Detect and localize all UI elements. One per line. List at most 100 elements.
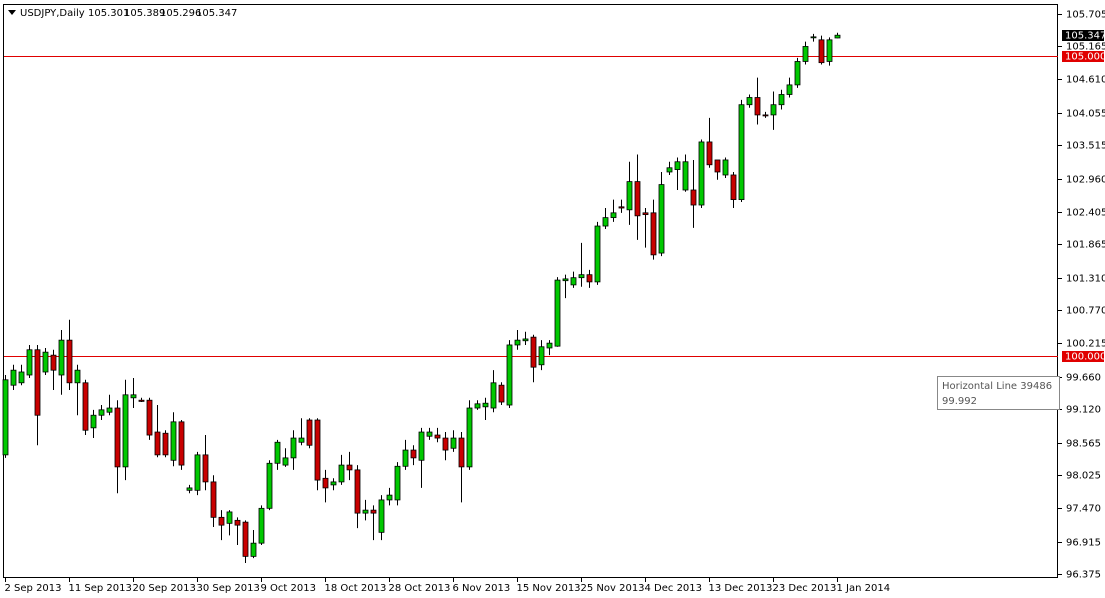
candle-body	[626, 181, 633, 211]
candle-body	[698, 141, 705, 206]
x-tick-label: 1 Jan 2014	[837, 583, 891, 594]
candle-body	[2, 379, 9, 456]
candle-body	[258, 507, 265, 544]
candle-body	[618, 206, 625, 209]
y-tick-label: 99.660	[1066, 373, 1101, 384]
menu-arrow[interactable]	[8, 10, 16, 15]
candle-body	[538, 346, 545, 366]
candle-body	[330, 481, 337, 486]
y-tick-label: 102.960	[1066, 175, 1105, 186]
tooltip-value: 99.992	[942, 396, 977, 407]
y-tick-label: 98.565	[1066, 439, 1101, 450]
price-label-box	[1062, 51, 1104, 62]
header-low: 105.296	[160, 8, 201, 19]
candle-body	[266, 462, 273, 509]
x-tick-label: 23 Dec 2013	[773, 583, 837, 594]
candle-body	[530, 336, 537, 368]
x-tick-label: 18 Oct 2013	[325, 583, 387, 594]
tooltip-box	[937, 376, 1060, 410]
tooltip-title: Horizontal Line 39486	[942, 381, 1052, 392]
candle-body	[434, 434, 441, 439]
candle-body	[146, 399, 153, 436]
candle-body	[314, 419, 321, 481]
candle-body	[834, 34, 841, 39]
candle-body	[322, 477, 329, 489]
candle-body	[58, 339, 65, 376]
candle-body	[122, 394, 129, 468]
candle-body	[690, 189, 697, 206]
candle-body	[810, 36, 817, 39]
candle-body	[170, 421, 177, 461]
y-tick-label: 104.055	[1066, 109, 1105, 120]
candle-body	[786, 84, 793, 95]
candle-body	[562, 278, 569, 282]
candle-body	[162, 432, 169, 456]
candle-body	[386, 494, 393, 501]
candle-body	[602, 217, 609, 227]
tooltip: Horizontal Line 39486 99.992	[937, 376, 1060, 410]
candle-body	[490, 382, 497, 409]
candle-body	[578, 274, 585, 279]
x-tick-label: 13 Dec 2013	[709, 583, 773, 594]
price-label: 105.000	[1065, 52, 1105, 63]
candle-body	[442, 437, 449, 451]
candle-body	[722, 159, 729, 176]
y-tick-label: 99.120	[1066, 405, 1101, 416]
candle-body	[290, 437, 297, 459]
candle-body	[402, 449, 409, 467]
candle-body	[10, 369, 17, 386]
symbol-label: USDJPY,Daily	[20, 8, 85, 19]
x-tick-label: 25 Nov 2013	[581, 583, 645, 594]
candle-body	[674, 161, 681, 170]
candle-body	[762, 114, 769, 117]
y-tick-label: 100.215	[1066, 339, 1105, 350]
current-price-label: 105.347	[1065, 31, 1105, 42]
candle-body	[226, 511, 233, 524]
candle-body	[818, 39, 825, 64]
candle-body	[306, 419, 313, 446]
y-tick-label: 105.165	[1066, 42, 1105, 53]
candle-body	[554, 279, 561, 347]
candle-body	[218, 516, 225, 526]
candle-body	[658, 184, 665, 254]
candle-body	[466, 407, 473, 468]
candle-body	[514, 339, 521, 346]
candle-body	[338, 464, 345, 483]
candle-body	[130, 394, 137, 399]
candle-body	[18, 371, 25, 384]
candle-body	[394, 465, 401, 501]
candle-body	[74, 369, 81, 384]
candle-body	[234, 519, 241, 526]
x-tick-label: 11 Sep 2013	[69, 583, 132, 594]
y-tick-label: 101.310	[1066, 274, 1105, 285]
candle-body	[666, 167, 673, 173]
candle-body	[610, 212, 617, 219]
x-tick-label: 15 Nov 2013	[517, 583, 581, 594]
candle-body	[194, 454, 201, 491]
candle-body	[498, 384, 505, 403]
candle-body	[522, 338, 529, 342]
x-tick-label: 9 Oct 2013	[261, 583, 316, 594]
candle-body	[178, 421, 185, 466]
candle-body	[418, 431, 425, 461]
y-tick-label: 103.515	[1066, 141, 1105, 152]
candle-body	[250, 542, 257, 557]
candle-body	[586, 274, 593, 283]
x-tick-label: 2 Sep 2013	[5, 583, 62, 594]
candle-body	[114, 407, 121, 468]
candle-body	[426, 431, 433, 437]
price-label: 100.000	[1065, 352, 1105, 363]
candle-body	[210, 481, 217, 518]
candle-body	[362, 509, 369, 514]
candle-body	[474, 403, 481, 409]
candle-body	[802, 46, 809, 62]
candle-body	[546, 342, 553, 349]
candle-body	[650, 212, 657, 256]
plot-frame	[3, 4, 1058, 578]
candle-body	[106, 407, 113, 413]
candle-body	[34, 349, 41, 416]
candle-body	[370, 509, 377, 514]
candle-body	[642, 212, 649, 216]
